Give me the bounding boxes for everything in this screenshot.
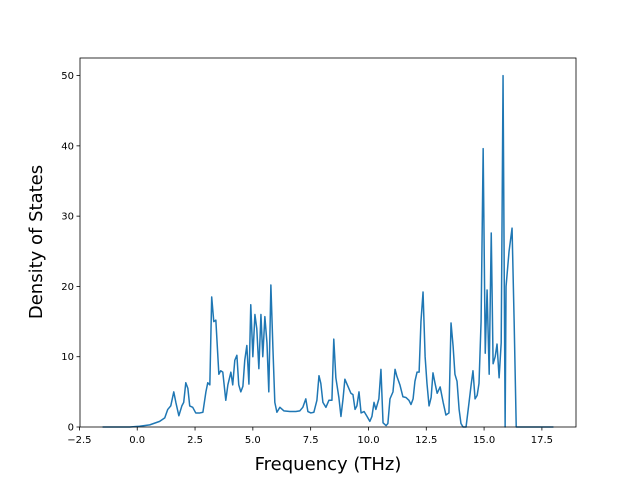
- x-tick-label: 7.5: [303, 435, 319, 446]
- y-axis-label: Density of States: [26, 165, 47, 319]
- line-series: [102, 74, 554, 428]
- y-tick-label: 0: [68, 423, 74, 434]
- x-tick-label: 5.0: [245, 435, 261, 446]
- x-axis-label: Frequency (THz): [255, 454, 402, 475]
- x-tick-label: 2.5: [187, 435, 203, 446]
- x-tick-label: −2.5: [67, 435, 91, 446]
- y-tick-label: 30: [61, 212, 74, 223]
- x-tick-label: 15.0: [473, 435, 495, 446]
- y-tick-label: 10: [61, 352, 74, 363]
- plot-frame: [79, 57, 577, 428]
- x-tick-label: 0.0: [129, 435, 145, 446]
- y-tick-label: 40: [61, 141, 74, 152]
- y-tick-label: 20: [61, 282, 74, 293]
- x-tick-label: 10.0: [357, 435, 379, 446]
- y-tick-label: 50: [61, 71, 74, 82]
- x-tick-label: 12.5: [415, 435, 437, 446]
- x-tick-label: 17.5: [531, 435, 553, 446]
